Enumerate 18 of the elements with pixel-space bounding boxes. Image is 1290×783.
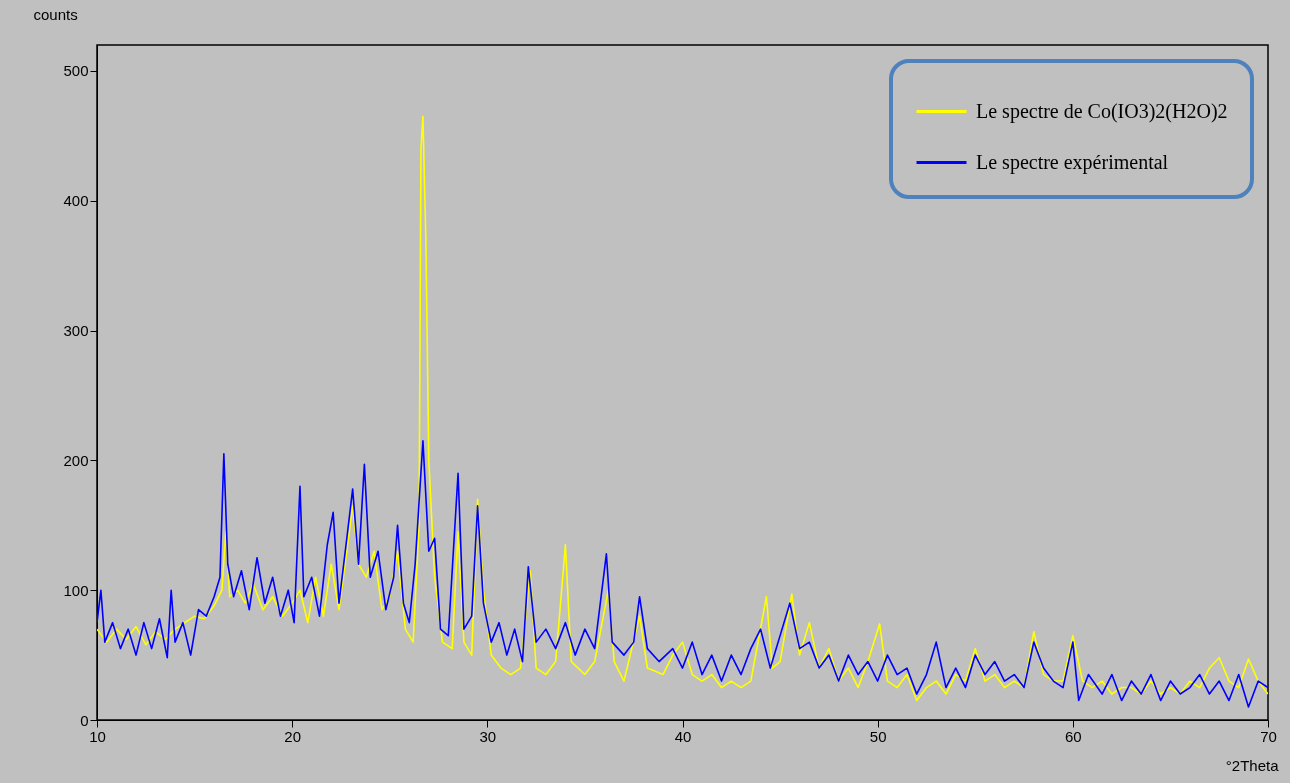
y-tick-label: 500 — [63, 62, 89, 80]
x-tick-label: 50 — [869, 727, 887, 745]
y-tick-label: 200 — [63, 451, 89, 469]
line-series — [97, 440, 1268, 708]
x-tick-label: 70 — [1260, 727, 1277, 745]
y-tick-label: 400 — [63, 192, 89, 210]
legend-label: Le spectre de Co(IO3)2(H2O)2 — [976, 99, 1228, 123]
x-tick-label: 10 — [89, 727, 106, 745]
y-tick-label: 100 — [63, 581, 89, 599]
x-axis-title: °2Theta — [1225, 756, 1280, 774]
x-tick-label: 60 — [1064, 727, 1082, 745]
legend-label: Le spectre expérimental — [976, 150, 1169, 174]
x-tick-label: 20 — [284, 727, 302, 745]
y-axis-title: counts — [33, 5, 78, 23]
y-tick-label: 300 — [63, 322, 89, 340]
x-tick-label: 40 — [674, 727, 692, 745]
x-tick-label: 30 — [479, 727, 497, 745]
y-tick-label: 0 — [80, 711, 89, 729]
